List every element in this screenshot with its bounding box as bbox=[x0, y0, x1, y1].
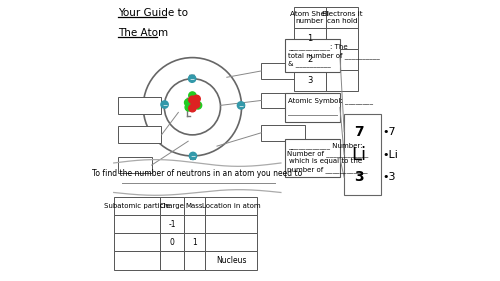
FancyBboxPatch shape bbox=[344, 114, 381, 195]
FancyBboxPatch shape bbox=[294, 70, 326, 91]
FancyBboxPatch shape bbox=[160, 233, 184, 251]
Text: To find the number of neutrons in an atom you need to: To find the number of neutrons in an ato… bbox=[92, 169, 302, 178]
Text: Nucleus: Nucleus bbox=[216, 256, 246, 265]
Circle shape bbox=[188, 96, 196, 103]
Text: Subatomic particle: Subatomic particle bbox=[104, 203, 170, 209]
FancyBboxPatch shape bbox=[205, 197, 257, 215]
FancyBboxPatch shape bbox=[205, 233, 257, 251]
Text: total number of __________: total number of __________ bbox=[288, 52, 380, 59]
FancyBboxPatch shape bbox=[114, 251, 160, 270]
Text: ____________ Number:: ____________ Number: bbox=[288, 142, 362, 149]
FancyBboxPatch shape bbox=[160, 251, 184, 270]
FancyBboxPatch shape bbox=[118, 157, 152, 173]
Text: -1: -1 bbox=[168, 219, 176, 229]
Text: ____________: The: ____________: The bbox=[288, 44, 348, 50]
FancyBboxPatch shape bbox=[118, 126, 162, 143]
Text: Li: Li bbox=[351, 146, 366, 164]
Circle shape bbox=[161, 101, 168, 108]
FancyBboxPatch shape bbox=[294, 7, 326, 28]
FancyBboxPatch shape bbox=[160, 215, 184, 233]
FancyBboxPatch shape bbox=[326, 28, 358, 49]
Text: 0: 0 bbox=[170, 238, 174, 247]
FancyBboxPatch shape bbox=[294, 28, 326, 49]
FancyBboxPatch shape bbox=[285, 139, 340, 177]
FancyBboxPatch shape bbox=[114, 233, 160, 251]
Text: •7: •7 bbox=[382, 127, 396, 137]
Text: −: − bbox=[162, 102, 167, 107]
Text: Mass: Mass bbox=[186, 203, 204, 209]
Text: 7: 7 bbox=[354, 125, 364, 139]
FancyBboxPatch shape bbox=[261, 63, 305, 79]
Text: Number of ____________: Number of ____________ bbox=[286, 150, 368, 157]
Text: •Li: •Li bbox=[382, 149, 398, 160]
Circle shape bbox=[188, 105, 196, 112]
Text: & __________: & __________ bbox=[288, 60, 331, 67]
Text: 3: 3 bbox=[354, 170, 364, 184]
Circle shape bbox=[184, 99, 192, 106]
Text: Electrons it
can hold: Electrons it can hold bbox=[322, 11, 362, 24]
Circle shape bbox=[185, 104, 192, 111]
Text: The Atom: The Atom bbox=[118, 28, 168, 38]
FancyBboxPatch shape bbox=[184, 251, 205, 270]
FancyBboxPatch shape bbox=[326, 7, 358, 28]
FancyBboxPatch shape bbox=[261, 125, 305, 140]
FancyBboxPatch shape bbox=[285, 39, 340, 72]
Text: 1: 1 bbox=[307, 34, 312, 43]
Text: •3: •3 bbox=[382, 172, 396, 182]
Text: 1: 1 bbox=[192, 238, 197, 247]
Circle shape bbox=[238, 102, 244, 109]
FancyBboxPatch shape bbox=[184, 215, 205, 233]
FancyBboxPatch shape bbox=[261, 93, 305, 108]
Text: Charge: Charge bbox=[160, 203, 184, 209]
FancyBboxPatch shape bbox=[205, 251, 257, 270]
FancyBboxPatch shape bbox=[326, 70, 358, 91]
Text: 2: 2 bbox=[307, 55, 312, 64]
Text: Your Guide to: Your Guide to bbox=[118, 8, 188, 19]
Circle shape bbox=[192, 101, 200, 108]
FancyBboxPatch shape bbox=[118, 97, 162, 114]
FancyBboxPatch shape bbox=[184, 197, 205, 215]
Circle shape bbox=[193, 95, 200, 103]
Circle shape bbox=[188, 75, 196, 82]
Circle shape bbox=[190, 152, 196, 160]
Text: number of ____________: number of ____________ bbox=[286, 166, 367, 173]
FancyBboxPatch shape bbox=[205, 215, 257, 233]
Text: which is equal to the: which is equal to the bbox=[290, 158, 362, 164]
Text: Atom Shell
number: Atom Shell number bbox=[290, 11, 329, 24]
FancyBboxPatch shape bbox=[326, 49, 358, 70]
Text: Location in atom: Location in atom bbox=[202, 203, 260, 209]
Text: Atomic Symbol: ________: Atomic Symbol: ________ bbox=[288, 97, 373, 104]
FancyBboxPatch shape bbox=[184, 233, 205, 251]
Text: −: − bbox=[190, 153, 196, 158]
Text: −: − bbox=[190, 76, 194, 81]
Text: 3: 3 bbox=[307, 76, 312, 85]
Circle shape bbox=[194, 102, 202, 109]
FancyBboxPatch shape bbox=[114, 197, 160, 215]
FancyBboxPatch shape bbox=[294, 49, 326, 70]
Circle shape bbox=[188, 92, 196, 99]
FancyBboxPatch shape bbox=[114, 215, 160, 233]
FancyBboxPatch shape bbox=[285, 93, 340, 122]
Text: −: − bbox=[238, 103, 244, 108]
FancyBboxPatch shape bbox=[160, 197, 184, 215]
